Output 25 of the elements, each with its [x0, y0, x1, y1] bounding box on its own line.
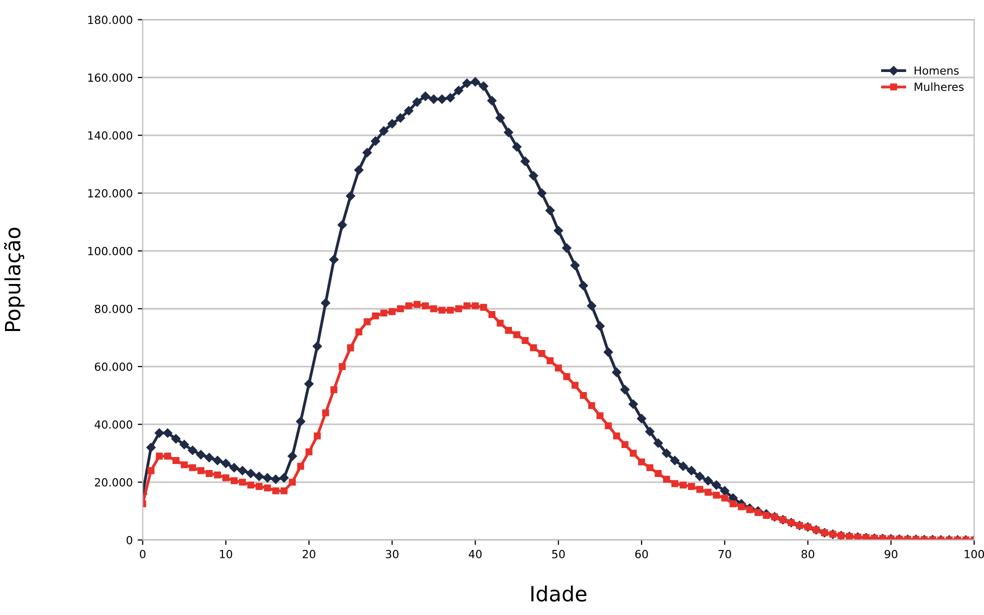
legend-label: Mulheres [914, 82, 964, 92]
y-tick-label: 140.000 [88, 131, 132, 140]
x-tick-label: 70 [718, 550, 732, 558]
y-axis-title: População [4, 228, 25, 332]
y-tick-label: 80.000 [94, 304, 132, 314]
y-tick-label: 180.000 [88, 16, 132, 24]
y-tick-label: 120.000 [88, 189, 132, 198]
x-tick-label: 90 [884, 550, 898, 558]
y-tick-label: 0 [126, 536, 132, 544]
x-tick-label: 60 [635, 550, 648, 558]
y-tick-label: 40.000 [94, 420, 132, 429]
x-tick-label: 20 [302, 550, 316, 558]
x-axis-title: Idade [531, 585, 586, 602]
x-tick-label: 40 [468, 550, 482, 558]
y-tick-label: 100.000 [88, 246, 132, 256]
y-tick-label: 20.000 [94, 478, 132, 487]
x-tick-label: 80 [802, 550, 814, 558]
y-tick-label: 160.000 [88, 73, 132, 82]
x-tick-label: 30 [386, 550, 398, 558]
y-tick-label: 60.000 [94, 362, 132, 371]
x-tick-label: 10 [220, 550, 232, 558]
x-tick-label: 100 [964, 550, 984, 558]
legend-label: Homens [914, 66, 959, 75]
x-tick-label: 0 [140, 550, 146, 558]
x-tick-label: 50 [552, 550, 565, 558]
